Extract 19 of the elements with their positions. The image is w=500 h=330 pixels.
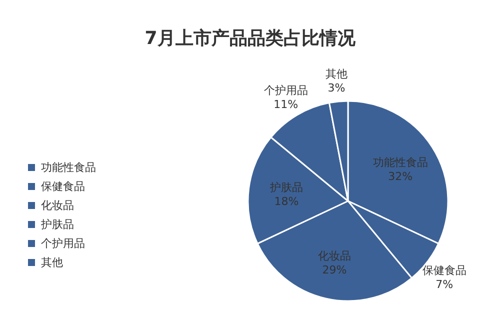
chart-title: 7月上市产品品类占比情况 <box>144 27 356 51</box>
data-label: 29% <box>322 264 347 277</box>
slice-label: 保健食品 <box>422 264 466 277</box>
slice-label: 其他 <box>326 68 348 81</box>
legend-label: 化妆品 <box>41 198 74 214</box>
legend-label: 保健食品 <box>41 179 85 195</box>
slice-label: 护肤品 <box>268 181 303 194</box>
legend-label: 护肤品 <box>41 217 74 233</box>
slice-label: 化妆品 <box>318 250 351 263</box>
data-label: 32% <box>388 170 413 183</box>
data-label: 3% <box>328 82 346 95</box>
slice-label: 个护用品 <box>264 84 308 97</box>
legend-label: 个护用品 <box>41 236 85 252</box>
data-label: 11% <box>274 98 298 111</box>
legend-label: 其他 <box>41 255 63 271</box>
legend-label: 功能性食品 <box>41 160 96 176</box>
data-label: 7% <box>436 278 454 291</box>
slice-label: 功能性食品 <box>372 156 428 169</box>
data-label: 18% <box>274 195 299 208</box>
